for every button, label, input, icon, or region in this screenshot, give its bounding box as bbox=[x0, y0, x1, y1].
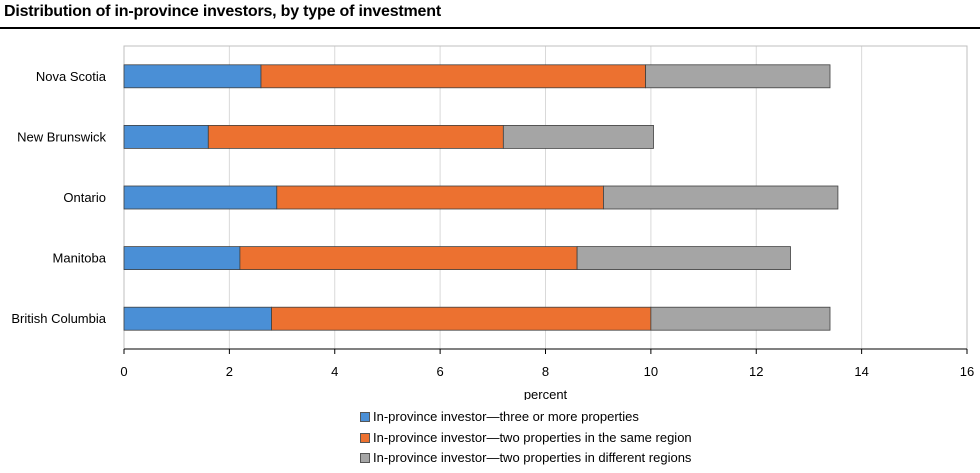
legend-swatch bbox=[360, 453, 370, 464]
x-tick-label: 2 bbox=[226, 364, 233, 379]
bar-segment-2 bbox=[239, 246, 578, 271]
bar-segment-2 bbox=[271, 306, 652, 331]
category-label: Nova Scotia bbox=[36, 69, 107, 84]
bar-segment-1 bbox=[123, 185, 278, 210]
x-tick-label: 14 bbox=[854, 364, 868, 379]
x-tick-label: 4 bbox=[331, 364, 338, 379]
title-rule bbox=[0, 27, 980, 29]
x-tick-label: 6 bbox=[437, 364, 444, 379]
x-tick-label: 16 bbox=[960, 364, 974, 379]
x-axis-title: percent bbox=[524, 387, 568, 400]
category-label: Manitoba bbox=[53, 251, 107, 266]
bar-segment-2 bbox=[207, 125, 504, 149]
bar-segment-3 bbox=[603, 185, 839, 210]
bar-segment-3 bbox=[645, 64, 831, 89]
category-label: New Brunswick bbox=[17, 129, 106, 144]
category-label: Ontario bbox=[63, 190, 106, 205]
legend-label: In-province investor—two properties in t… bbox=[373, 429, 692, 445]
legend-label: In-province investor—three or more prope… bbox=[373, 409, 639, 424]
category-label: British Columbia bbox=[11, 311, 106, 326]
bar-segment-1 bbox=[123, 64, 262, 89]
chart-title: Distribution of in-province investors, b… bbox=[4, 3, 441, 20]
bar-segment-2 bbox=[260, 64, 647, 89]
legend-item-same-region: In-province investor—two properties in t… bbox=[360, 428, 692, 449]
bar-segment-2 bbox=[276, 185, 604, 210]
legend: In-province investor—three or more prope… bbox=[360, 407, 692, 469]
legend-item-three-or-more: In-province investor—three or more prope… bbox=[360, 407, 692, 428]
bar-segment-3 bbox=[650, 306, 831, 331]
x-tick-label: 10 bbox=[644, 364, 658, 379]
bar-segment-1 bbox=[123, 125, 209, 149]
stacked-bar-chart: Nova Scotia New Brunswick Ontario Manitoba B… bbox=[11, 45, 974, 400]
bar-segment-3 bbox=[576, 246, 791, 271]
bar-segment-1 bbox=[123, 246, 241, 271]
legend-swatch bbox=[360, 412, 370, 423]
x-tick-label: 8 bbox=[542, 364, 549, 379]
legend-swatch bbox=[360, 432, 370, 443]
legend-label: In-province investor—two properties in d… bbox=[373, 450, 692, 465]
x-tick-label: 0 bbox=[120, 364, 127, 379]
x-tick-label: 12 bbox=[749, 364, 763, 379]
legend-item-different-regions: In-province investor—two properties in d… bbox=[360, 448, 692, 469]
bar-segment-1 bbox=[123, 306, 272, 331]
bar-segment-3 bbox=[502, 125, 654, 149]
